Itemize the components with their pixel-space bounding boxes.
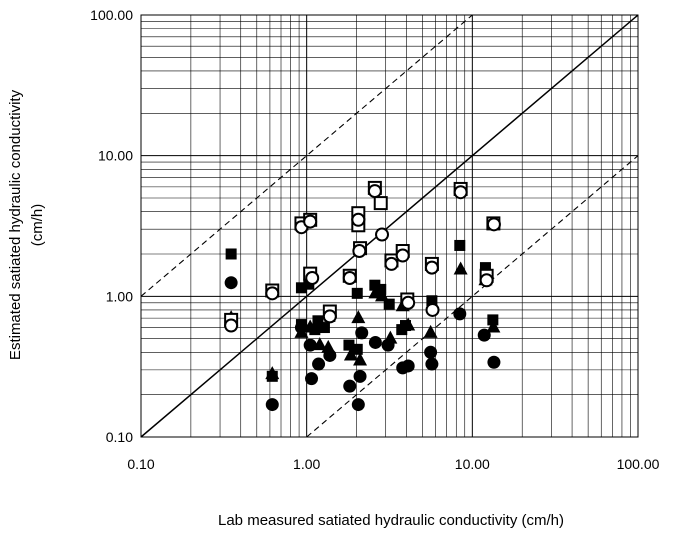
data-point-open-circle bbox=[425, 302, 440, 317]
data-point-filled-triangle bbox=[375, 288, 390, 302]
data-point-open-circle bbox=[351, 212, 366, 227]
data-point-filled-square bbox=[383, 298, 395, 310]
data-point-open-circle bbox=[367, 184, 382, 199]
data-point-filled-square bbox=[487, 314, 499, 326]
dashed-reference-line bbox=[306, 155, 639, 438]
data-point-open-circle bbox=[384, 256, 399, 271]
data-point-filled-circle bbox=[351, 398, 365, 412]
data-point-filled-circle bbox=[381, 338, 395, 352]
y-axis-title-line1: Estimated satiated hydraulic conductivit… bbox=[7, 89, 24, 360]
y-axis-title: Estimated satiated hydraulic conductivit… bbox=[7, 89, 46, 360]
data-point-filled-circle bbox=[401, 359, 415, 373]
data-point-open-circle bbox=[479, 273, 494, 288]
data-point-filled-circle bbox=[355, 326, 369, 340]
data-point-filled-square bbox=[295, 282, 307, 294]
x-tick-label: 100.00 bbox=[617, 456, 660, 472]
data-point-open-circle bbox=[322, 309, 337, 324]
data-point-filled-square bbox=[369, 279, 381, 291]
data-point-filled-circle bbox=[294, 321, 308, 335]
data-point-filled-circle bbox=[353, 369, 367, 383]
data-point-open-circle bbox=[224, 318, 239, 333]
data-point-filled-circle bbox=[323, 348, 337, 362]
data-point-open-circle bbox=[303, 214, 318, 229]
y-tick-label: 10.00 bbox=[98, 148, 133, 164]
data-point-filled-triangle bbox=[265, 366, 280, 380]
data-point-filled-triangle bbox=[401, 317, 416, 331]
y-axis-title-line2: (cm/h) bbox=[29, 204, 46, 247]
data-point-filled-square bbox=[375, 283, 387, 295]
data-point-filled-triangle bbox=[353, 352, 368, 366]
data-point-filled-triangle bbox=[351, 310, 366, 324]
data-point-filled-circle bbox=[265, 398, 279, 412]
data-point-filled-square bbox=[351, 343, 363, 355]
data-point-filled-circle bbox=[305, 372, 319, 386]
data-point-open-circle bbox=[305, 270, 320, 285]
data-point-filled-circle bbox=[368, 335, 382, 349]
dashed-reference-line bbox=[140, 14, 473, 297]
x-axis-title: Lab measured satiated hydraulic conducti… bbox=[218, 512, 564, 529]
data-point-filled-circle bbox=[477, 328, 491, 342]
y-tick-label: 0.10 bbox=[106, 429, 133, 445]
data-points bbox=[224, 180, 501, 412]
data-point-filled-square bbox=[225, 248, 237, 260]
data-point-open-circle bbox=[424, 260, 439, 275]
reference-lines bbox=[140, 14, 639, 438]
data-point-filled-square bbox=[318, 322, 330, 334]
x-tick-labels: 0.10 1.00 10.00 100.00 bbox=[127, 456, 659, 472]
data-point-open-square bbox=[373, 196, 388, 211]
data-point-open-circle bbox=[395, 248, 410, 263]
data-point-filled-square bbox=[351, 287, 363, 299]
x-tick-label: 1.00 bbox=[293, 456, 320, 472]
data-point-filled-circle bbox=[487, 355, 501, 369]
data-point-filled-circle bbox=[312, 357, 326, 371]
data-point-filled-circle bbox=[425, 357, 439, 371]
data-point-filled-circle bbox=[224, 276, 238, 290]
data-point-filled-square bbox=[479, 262, 491, 274]
data-point-filled-triangle bbox=[453, 261, 468, 275]
data-point-filled-triangle bbox=[423, 324, 438, 338]
data-point-filled-square bbox=[426, 295, 438, 307]
data-point-filled-square bbox=[343, 339, 355, 351]
data-point-filled-square bbox=[454, 239, 466, 251]
data-point-filled-circle bbox=[343, 379, 357, 393]
data-point-open-circle bbox=[486, 217, 501, 232]
data-point-filled-triangle bbox=[486, 319, 501, 333]
x-tick-label: 10.00 bbox=[455, 456, 490, 472]
data-point-open-circle bbox=[375, 227, 390, 242]
data-point-filled-triangle bbox=[343, 347, 358, 361]
grid-lines bbox=[140, 15, 638, 438]
x-tick-label: 0.10 bbox=[127, 456, 154, 472]
data-point-open-circle bbox=[352, 244, 367, 259]
data-point-open-circle bbox=[401, 295, 416, 310]
data-point-filled-circle bbox=[453, 307, 467, 321]
plot-area-frame bbox=[140, 14, 639, 438]
data-point-filled-circle bbox=[303, 338, 317, 352]
data-point-open-circle bbox=[453, 185, 468, 200]
data-point-filled-circle bbox=[424, 345, 438, 359]
data-point-filled-square bbox=[303, 278, 315, 290]
data-point-open-circle bbox=[342, 270, 357, 285]
data-point-open-circle bbox=[265, 286, 280, 301]
y-tick-label: 1.00 bbox=[106, 288, 133, 304]
one-to-one-line bbox=[140, 14, 639, 438]
data-point-filled-square bbox=[312, 315, 324, 327]
y-tick-labels: 0.10 1.00 10.00 100.00 bbox=[90, 7, 133, 445]
y-tick-label: 100.00 bbox=[90, 7, 133, 23]
